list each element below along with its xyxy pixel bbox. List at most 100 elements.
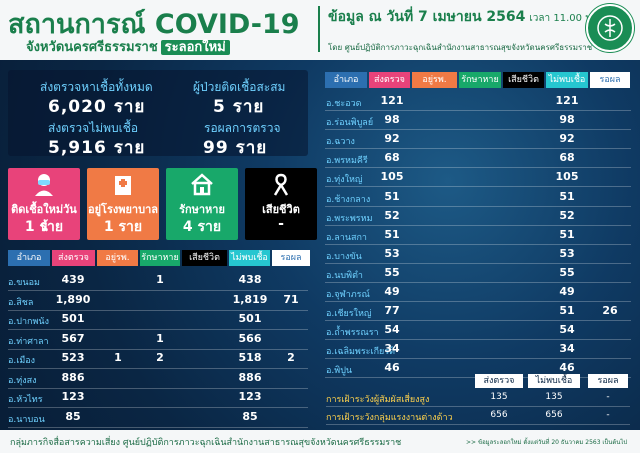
row-separator [8,309,308,311]
district-neg-value: 518 [238,351,262,364]
negative-value: 5,916 ราย [48,138,146,158]
mourning-ribbon-icon [245,172,317,200]
stats-panel [8,70,308,156]
district-name: อ.หัวไทร [8,395,43,405]
district-name: อ.นาบอน [8,414,45,425]
row-separator [325,186,631,188]
surveillance-header-0: ส่งตรวจ [475,374,523,388]
district-name: อ.ชะอวด [326,99,362,109]
cumulative-label: ผู้ป่วยติดเชื้อสะสม [193,80,286,94]
left-header-0: อำเภอ [8,250,50,266]
district-neg-value: 53 [559,246,575,260]
district-name: อ.ถ้ำพรรณรา [326,328,379,339]
left-header-6: รอผล [272,250,310,266]
district-name: อ.ทุ่งสง [8,375,37,386]
district-tested-value: 1,890 [55,292,91,306]
district-neg-value: 51 [559,304,575,318]
header-bar: สถานการณ์ COVID-19 จังหวัดนครศรีธรรมราชร… [0,0,640,60]
district-name: อ.ลานสกา [326,232,367,243]
district-tested-value: 53 [384,246,400,260]
row-separator [325,243,631,245]
district-neg-value: 438 [238,273,262,286]
surveillance-pend: - [606,392,610,402]
district-tested-value: 501 [61,312,85,325]
card-deaths-value: - [278,216,284,232]
row-separator [8,387,308,389]
surveillance-tested: 656 [490,410,508,420]
surveillance-header-2: รอผล [588,374,628,388]
district-tested-value: 523 [61,351,85,364]
district-neg-value: 34 [559,342,575,356]
byline: โดย ศูนย์ปฏิบัติการภาวะฉุกเฉินสำนักงานสา… [328,43,593,52]
header-divider [318,6,320,52]
surveillance-label: การเฝ้าระวังกลุ่มแรงงานต่างด้าว [326,413,453,423]
right-header-3: รักษาหาย [459,72,501,88]
district-hosp-value: 1 [114,351,122,364]
district-tested-value: 55 [384,265,400,279]
district-tested-value: 567 [61,331,85,345]
district-tested-value: 105 [380,170,404,184]
hospital-icon [87,172,159,200]
row-separator [8,407,308,408]
row-separator [325,281,631,283]
card-hospitalized: อยู่โรงพยาบาล 1 ราย [87,168,159,240]
district-neg-value: 98 [559,113,575,127]
tested-value: 6,020 ราย [48,97,146,117]
row-separator [8,290,308,291]
district-rec-value: 1 [156,273,164,286]
district-name: อ.เมือง [8,356,36,366]
district-tested-value: 98 [384,113,400,127]
row-separator [325,301,631,302]
district-neg-value: 54 [559,323,575,337]
district-name: อ.ปากพนัง [8,317,49,327]
pending-value: 99 ราย [203,138,268,158]
district-name: อ.พิปูน [326,366,353,377]
row-separator [325,205,631,207]
district-name: อ.ขนอม [8,278,40,288]
home-icon [166,172,238,200]
wave-badge: ระลอกใหม่ [160,40,230,55]
row-separator [325,129,631,131]
right-header-2: อยู่รพ. [412,72,457,88]
district-neg-value: 105 [555,170,579,184]
card-new-cases: ติดเชื้อใหม่วันนี้ 1 ราย [8,168,80,240]
row-separator [326,406,630,407]
row-separator [8,368,308,369]
right-header-0: อำเภอ [325,72,367,88]
district-name: อ.ฉวาง [326,137,355,148]
footer-note: >> ข้อมูลระลอกใหม่ ตั้งแต่วันที่ 20 ธันว… [466,439,628,446]
right-header-4: เสียชีวิต [503,72,544,88]
row-separator [325,148,631,150]
district-name: อ.ทุ่งใหญ่ [326,175,363,186]
row-separator [8,348,308,350]
district-neg-value: 501 [238,312,262,325]
date-line: ข้อมูล ณ วันที่ 7 เมษายน 2564 เวลา 11.00 … [328,6,595,28]
district-rec-value: 1 [156,331,164,345]
card-hospitalized-label: อยู่โรงพยาบาล [87,203,158,216]
right-header-5: ไม่พบเชื้อ [546,72,588,88]
district-neg-value: 92 [559,132,575,146]
district-neg-value: 566 [238,331,262,345]
district-pend-value: 71 [283,292,299,306]
district-name: อ.บางขัน [326,251,362,262]
district-tested-value: 85 [65,409,81,423]
district-neg-value: 123 [238,390,262,403]
surveillance-pend: - [606,410,610,420]
province-subtitle: จังหวัดนครศรีธรรมราช ระลอกใหม่ [26,36,230,57]
district-name: อ.พระพรหม [326,213,373,224]
card-deaths-label: เสียชีวิต [262,203,300,216]
district-tested-value: 52 [384,208,400,222]
district-tested-value: 51 [384,189,400,203]
left-header-1: ส่งตรวจ [52,250,95,266]
district-tested-value: 49 [384,285,400,298]
district-tested-value: 121 [380,94,404,107]
district-pend-value: 2 [287,351,295,364]
district-neg-value: 51 [559,227,575,241]
district-neg-value: 46 [559,361,575,375]
row-separator [325,224,631,226]
district-tested-value: 68 [384,151,400,165]
card-recovered-label: รักษาหาย [179,203,225,216]
district-name: อ.ร่อนพิบูลย์ [326,118,374,129]
district-name: อ.สิชล [8,297,34,308]
row-separator [325,167,631,169]
